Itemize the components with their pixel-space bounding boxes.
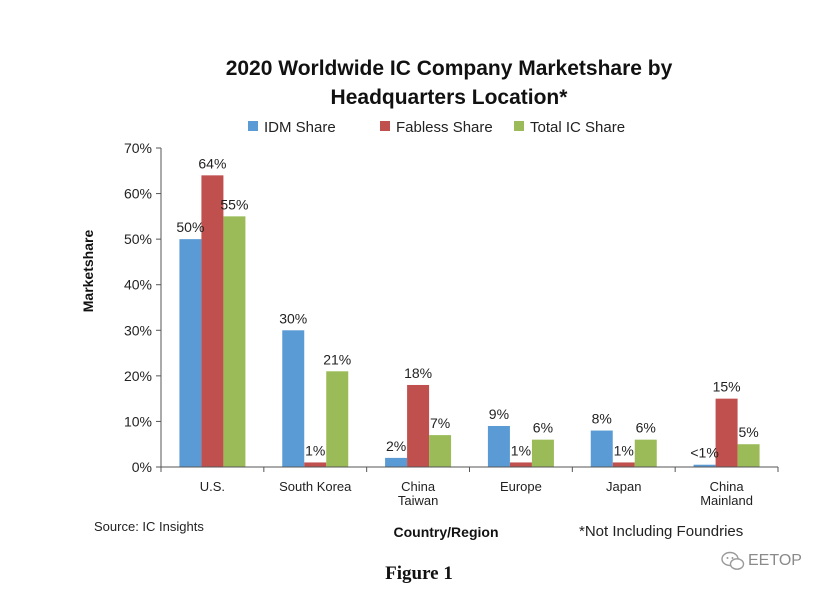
- x-axis-title: Country/Region: [394, 524, 499, 540]
- chart-title-line-2: Headquarters Location*: [331, 86, 569, 109]
- x-category-label: China: [710, 479, 745, 494]
- bar-value-label: 8%: [592, 411, 612, 427]
- bar-value-label: 15%: [713, 379, 741, 395]
- watermark-text: EETOP: [748, 552, 802, 569]
- bar-value-label: 5%: [738, 424, 758, 440]
- bar: [179, 239, 202, 467]
- chart-title: 2020 Worldwide IC Company Marketshare by…: [226, 57, 673, 109]
- bar: [487, 425, 510, 467]
- bar: [715, 398, 738, 467]
- bar-value-label: 9%: [489, 406, 509, 422]
- bar-value-label: 21%: [323, 351, 351, 367]
- bar-value-label: 64%: [198, 155, 226, 171]
- x-category-label: U.S.: [200, 479, 225, 494]
- bar: [282, 330, 305, 467]
- bar-value-label: 55%: [220, 196, 248, 212]
- watermark: EETOP: [721, 551, 802, 570]
- legend: IDM Share Fabless Share Total IC Share: [248, 119, 625, 136]
- bar-value-label: 1%: [614, 442, 634, 458]
- x-category-label: Mainland: [700, 493, 753, 508]
- legend-label: Total IC Share: [530, 119, 625, 136]
- y-tick-label: 70%: [124, 140, 152, 156]
- legend-swatch: [514, 121, 524, 131]
- wechat-icon: [721, 551, 745, 570]
- footnote: *Not Including Foundries: [579, 523, 743, 540]
- bar-value-label: 7%: [430, 415, 450, 431]
- bar-value-label: 1%: [305, 442, 325, 458]
- legend-swatch: [248, 121, 258, 131]
- bar: [634, 439, 657, 467]
- bar-value-label: 6%: [636, 420, 656, 436]
- x-category-label: Japan: [606, 479, 641, 494]
- chart-title-line-1: 2020 Worldwide IC Company Marketshare by: [226, 57, 673, 80]
- bar-value-label: 1%: [511, 442, 531, 458]
- bar-value-labels: 50%64%55%30%1%21%2%18%7%9%1%6%8%1%6%<1%1…: [176, 155, 758, 460]
- y-tick-label: 10%: [124, 413, 152, 429]
- y-tick-label: 60%: [124, 186, 152, 202]
- bar-value-label: <1%: [690, 445, 718, 461]
- x-category-label: Taiwan: [398, 493, 438, 508]
- bar: [223, 216, 246, 467]
- bar-value-label: 6%: [533, 420, 553, 436]
- bar: [531, 439, 554, 467]
- x-category-label: Europe: [500, 479, 542, 494]
- bar-value-label: 18%: [404, 365, 432, 381]
- bar: [201, 175, 224, 468]
- y-tick-label: 50%: [124, 231, 152, 247]
- y-tick-label: 30%: [124, 322, 152, 338]
- legend-swatch: [380, 121, 390, 131]
- bar: [304, 462, 327, 467]
- bar: [590, 430, 613, 467]
- bar: [693, 464, 716, 467]
- bar: [429, 435, 452, 467]
- bar: [737, 444, 760, 467]
- bar-value-label: 2%: [386, 438, 406, 454]
- bar: [407, 384, 430, 467]
- bar-value-label: 30%: [279, 310, 307, 326]
- bar: [612, 462, 635, 467]
- x-category-label: South Korea: [279, 479, 352, 494]
- bar: [385, 457, 408, 467]
- figure-caption: Figure 1: [385, 563, 453, 584]
- y-tick-label: 20%: [124, 368, 152, 384]
- source-note: Source: IC Insights: [94, 519, 204, 534]
- y-axis: 0% 10% 20% 30% 40% 50% 60% 70%: [124, 140, 162, 475]
- y-tick-label: 40%: [124, 277, 152, 293]
- x-category-label: China: [401, 479, 436, 494]
- bars: [179, 175, 760, 468]
- bar-value-label: 50%: [176, 219, 204, 235]
- bar: [326, 371, 349, 467]
- y-axis-title: Marketshare: [80, 230, 96, 313]
- y-tick-label: 0%: [132, 459, 152, 475]
- legend-label: Fabless Share: [396, 119, 493, 136]
- bar: [509, 462, 532, 467]
- legend-label: IDM Share: [264, 119, 336, 136]
